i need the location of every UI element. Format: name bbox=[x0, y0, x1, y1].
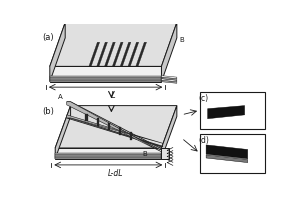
Polygon shape bbox=[55, 148, 161, 159]
FancyBboxPatch shape bbox=[200, 134, 266, 173]
Polygon shape bbox=[128, 42, 139, 66]
Polygon shape bbox=[67, 118, 163, 146]
Polygon shape bbox=[50, 76, 161, 77]
Polygon shape bbox=[50, 77, 161, 79]
Polygon shape bbox=[67, 102, 163, 150]
Polygon shape bbox=[85, 114, 88, 121]
Polygon shape bbox=[55, 156, 161, 157]
Polygon shape bbox=[161, 76, 177, 79]
Polygon shape bbox=[97, 118, 99, 126]
Polygon shape bbox=[89, 42, 100, 66]
Polygon shape bbox=[50, 22, 65, 82]
Polygon shape bbox=[55, 153, 161, 154]
Polygon shape bbox=[50, 66, 161, 82]
Polygon shape bbox=[208, 106, 244, 119]
Text: (d): (d) bbox=[198, 136, 209, 145]
Polygon shape bbox=[67, 115, 163, 143]
Text: B: B bbox=[142, 151, 147, 157]
Polygon shape bbox=[55, 157, 161, 159]
Polygon shape bbox=[136, 42, 147, 66]
Polygon shape bbox=[161, 148, 169, 159]
Polygon shape bbox=[55, 154, 161, 156]
FancyBboxPatch shape bbox=[200, 92, 266, 129]
Polygon shape bbox=[120, 42, 131, 66]
Polygon shape bbox=[67, 102, 163, 153]
Polygon shape bbox=[130, 132, 132, 140]
Polygon shape bbox=[161, 79, 177, 82]
Text: (b): (b) bbox=[42, 107, 54, 116]
Polygon shape bbox=[50, 80, 161, 82]
Polygon shape bbox=[112, 42, 123, 66]
Polygon shape bbox=[161, 22, 177, 82]
Text: L-dL: L-dL bbox=[108, 169, 124, 178]
Polygon shape bbox=[97, 42, 107, 66]
Polygon shape bbox=[55, 106, 70, 159]
Polygon shape bbox=[50, 22, 177, 66]
Polygon shape bbox=[161, 106, 177, 159]
Polygon shape bbox=[50, 79, 161, 80]
Polygon shape bbox=[119, 127, 121, 135]
Text: A: A bbox=[58, 94, 63, 100]
Text: B: B bbox=[179, 37, 184, 43]
Text: (c): (c) bbox=[198, 94, 208, 103]
Text: (a): (a) bbox=[42, 33, 54, 42]
Polygon shape bbox=[161, 80, 177, 83]
Polygon shape bbox=[206, 145, 248, 159]
Polygon shape bbox=[108, 123, 110, 130]
Polygon shape bbox=[206, 155, 248, 163]
Text: L: L bbox=[111, 91, 116, 100]
Polygon shape bbox=[104, 42, 115, 66]
Polygon shape bbox=[55, 106, 177, 148]
Polygon shape bbox=[161, 77, 177, 80]
